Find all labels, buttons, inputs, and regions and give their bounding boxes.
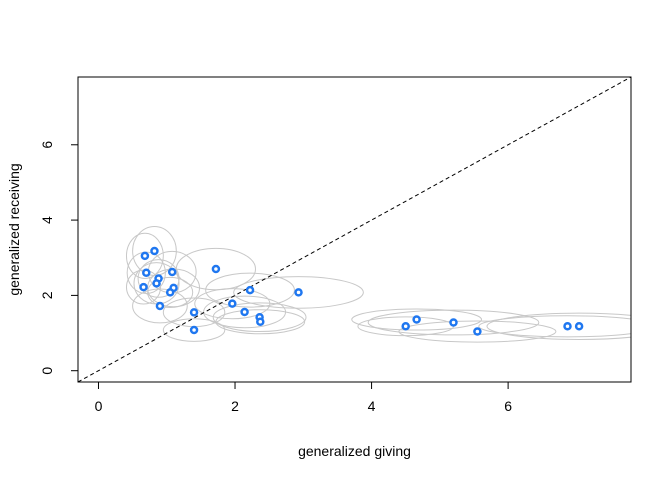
data-point-18 [256,317,265,327]
uncertainty-ellipse-22 [367,309,540,336]
uncertainty-ellipse-9 [147,276,194,308]
identity-line [78,77,631,382]
x-axis-title: generalized giving [298,443,411,459]
uncertainty-ellipse-1 [125,232,164,279]
data-point-23 [473,327,482,336]
x-axis: 0 2 4 6 [95,382,512,414]
data-point-3 [142,268,151,278]
data-point-7 [167,267,177,277]
x-tick-label: 0 [95,398,103,414]
data-point-5 [152,279,161,288]
uncertainty-ellipse-10 [132,288,188,324]
x-tick-label: 4 [368,398,376,414]
data-point-21 [412,315,421,324]
data-point-2 [150,246,159,256]
data-point-10 [155,301,165,311]
data-point-12 [189,308,199,317]
ellipse-layer [125,225,631,343]
data-point-9 [165,288,175,297]
data-point-15 [245,285,255,295]
data-point-16 [240,307,249,317]
data-point-22 [449,318,458,327]
data-point-6 [139,282,148,292]
y-tick-label: 2 [39,291,55,299]
data-point-13 [189,325,199,335]
data-point-24 [563,322,572,331]
data-point-11 [211,264,221,274]
data-point-19 [294,288,303,297]
x-tick-label: 6 [504,398,512,414]
uncertainty-ellipse-17 [212,302,307,333]
point-layer [139,246,584,336]
uncertainty-ellipse-13 [162,318,226,342]
data-point-14 [228,299,237,308]
y-tick-label: 0 [39,367,55,375]
data-point-25 [574,322,584,331]
y-tick-label: 6 [39,141,55,149]
data-point-1 [140,251,150,261]
uncertainty-ellipse-21 [351,308,482,331]
y-tick-label: 4 [39,216,55,224]
data-point-20 [401,322,410,331]
y-axis-title: generalized receiving [6,163,22,295]
uncertainty-ellipse-18 [215,309,306,335]
y-axis: 0 2 4 6 [39,141,78,375]
uncertainty-ellipse-24 [478,315,631,338]
uncertainty-ellipse-19 [233,276,364,309]
x-tick-label: 2 [231,398,239,414]
uncertainty-ellipse-15 [205,272,295,308]
reference-line-layer [78,77,631,382]
plot-frame [77,76,632,383]
uncertainty-ellipse-25 [486,312,631,340]
uncertainty-ellipse-23 [398,320,557,343]
